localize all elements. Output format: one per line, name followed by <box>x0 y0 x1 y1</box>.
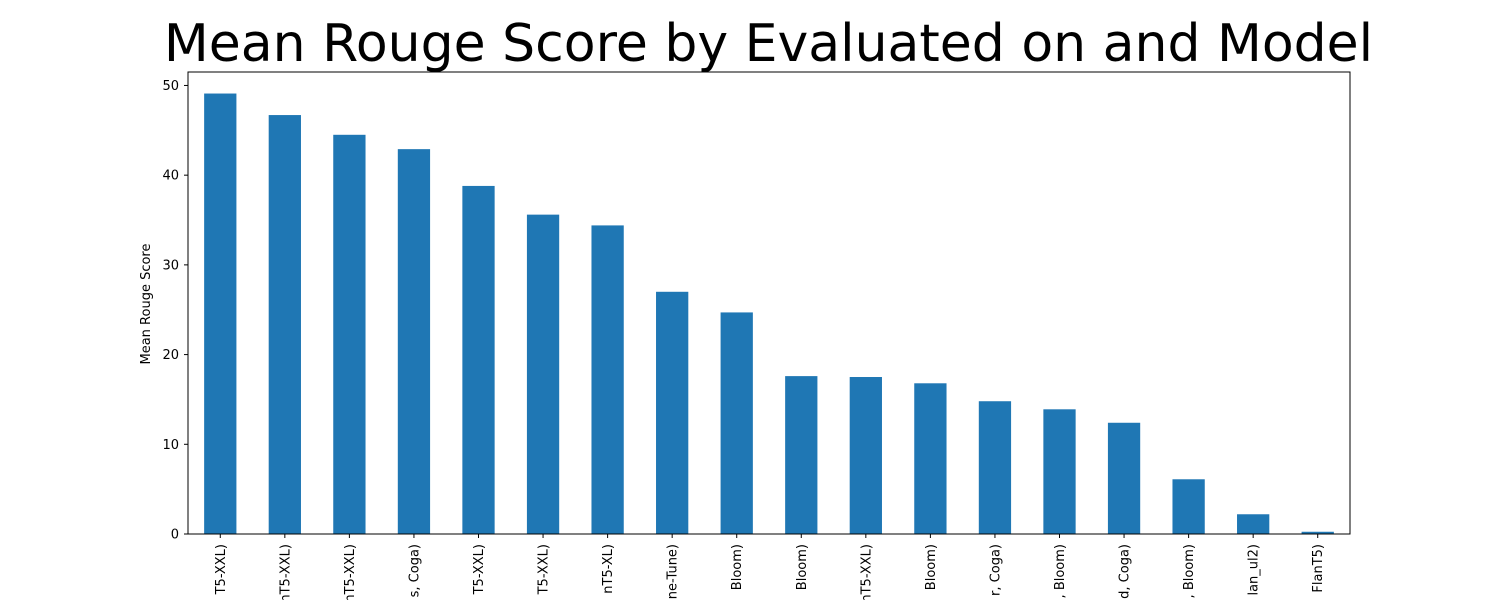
bar-5 <box>526 214 560 534</box>
bar-8 <box>720 312 753 534</box>
x-tick-label-16: lan_ul2) <box>1247 544 1262 596</box>
x-tick-label-2: nT5-XXL) <box>343 544 358 600</box>
x-tick-label-12: r, Coga) <box>988 544 1003 596</box>
x-tick-label-0: T5-XXL) <box>214 544 229 595</box>
x-tick-label-4: T5-XXL) <box>472 544 487 595</box>
plot-frame <box>187 71 1351 535</box>
bar-11 <box>914 383 947 534</box>
bar-12 <box>978 401 1012 534</box>
x-axis: T5-XXL) nT5-XXL) nT5-XXL) s, Coga) T5-XXL) T5… <box>214 534 1326 600</box>
y-tick-label-2: 20 <box>162 348 179 363</box>
x-tick-label-3: s, Coga) <box>407 544 422 597</box>
y-axis-label: Mean Rouge Score <box>139 244 154 365</box>
bar-16 <box>1237 514 1270 534</box>
y-tick-label-1: 10 <box>162 438 179 453</box>
x-tick-label-11: Bloom) <box>924 544 939 590</box>
bar-13 <box>1043 409 1076 534</box>
bar-6 <box>591 225 624 534</box>
x-tick-label-9: Bloom) <box>795 544 810 590</box>
x-tick-label-7: ne-Tune) <box>666 544 681 599</box>
bar-4 <box>462 185 495 534</box>
x-tick-label-10: nT5-XXL) <box>859 544 874 600</box>
bar-3 <box>397 149 431 534</box>
x-tick-label-8: Bloom) <box>730 544 745 590</box>
bar-0 <box>204 93 237 535</box>
bar-9 <box>785 376 818 534</box>
bar-1 <box>268 115 301 535</box>
bar-7 <box>656 291 689 534</box>
y-axis: 0 10 20 30 40 50 <box>162 79 188 543</box>
bar-15 <box>1172 479 1205 534</box>
x-tick-label-15: , Bloom) <box>1182 544 1197 598</box>
y-tick-label-4: 40 <box>162 169 179 184</box>
x-tick-label-14: d, Coga) <box>1118 544 1133 599</box>
bars-layer <box>204 93 1334 535</box>
bar-17 <box>1301 531 1334 534</box>
x-tick-label-13: , Bloom) <box>1053 544 1068 598</box>
x-tick-label-17: FlanT5) <box>1311 544 1326 593</box>
x-tick-label-5: T5-XXL) <box>537 544 552 595</box>
chart-title: Mean Rouge Score by Evaluated on and Mod… <box>163 14 1374 74</box>
bar-2 <box>333 134 366 534</box>
x-tick-label-1: nT5-XXL) <box>278 544 293 600</box>
y-tick-label-3: 30 <box>162 258 179 273</box>
y-tick-label-5: 50 <box>162 79 179 94</box>
bar-14 <box>1107 422 1141 534</box>
bar-10 <box>849 377 882 534</box>
x-tick-label-6: nT5-XL) <box>601 544 616 594</box>
y-tick-label-0: 0 <box>171 528 179 543</box>
